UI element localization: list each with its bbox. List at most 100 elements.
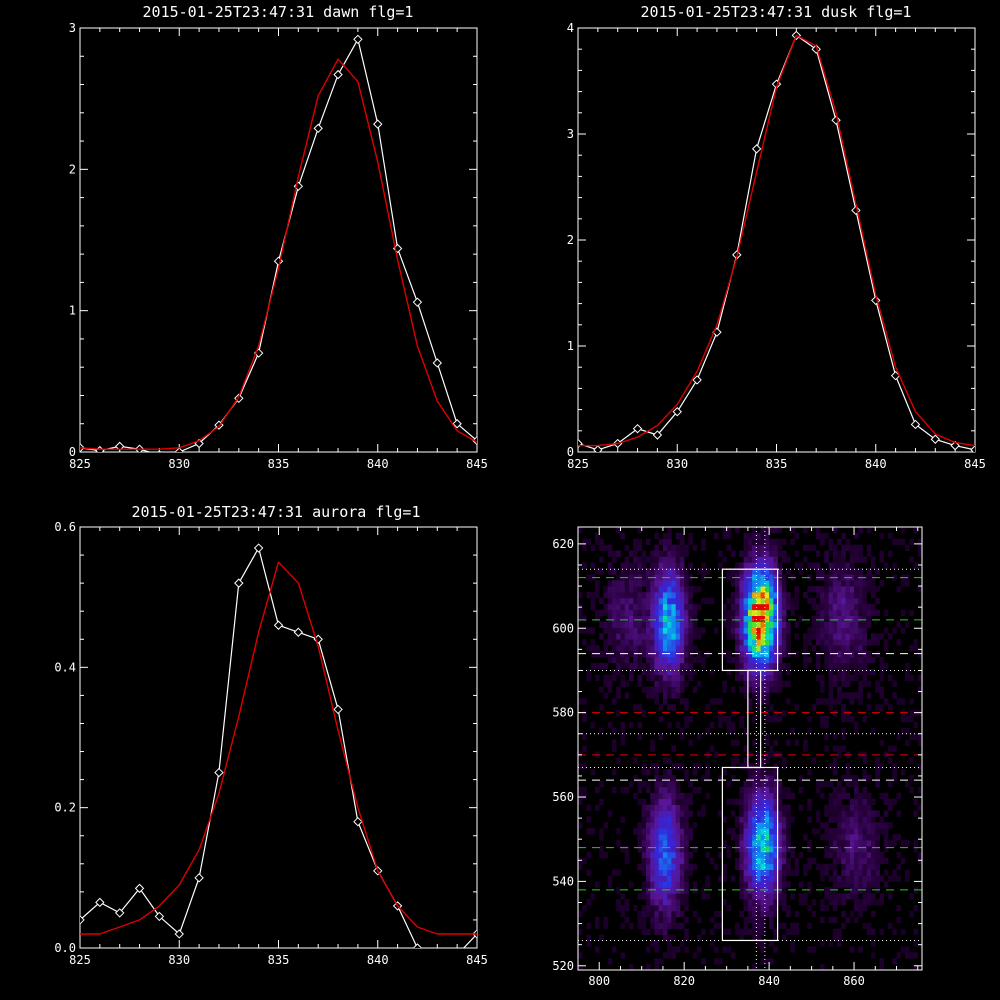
- heatmap-cell: [752, 662, 757, 670]
- heatmap-cell: [905, 727, 910, 735]
- heatmap-cell: [866, 810, 872, 817]
- heatmap-cell: [705, 893, 710, 900]
- heatmap-cell: [730, 834, 736, 841]
- heatmap-cell: [837, 597, 842, 605]
- heatmap-cell: [832, 633, 838, 640]
- heatmap-cell: [854, 674, 859, 681]
- heatmap-cell: [769, 775, 774, 782]
- panel-0-xtick-label: 830: [168, 457, 190, 471]
- heatmap-cell: [743, 550, 749, 557]
- heatmap-cell: [786, 662, 791, 670]
- heatmap-cell: [637, 627, 643, 634]
- heatmap-cell: [743, 822, 749, 829]
- heatmap-cell: [654, 887, 659, 894]
- heatmap-cell: [832, 621, 838, 628]
- heatmap-cell: [781, 627, 787, 634]
- heatmap-cell: [781, 934, 787, 941]
- heatmap-cell: [667, 562, 672, 569]
- heatmap-cell: [849, 893, 855, 900]
- heatmap-cell: [650, 674, 655, 681]
- heatmap-cell: [837, 686, 842, 693]
- heatmap-cell: [671, 857, 676, 865]
- heatmap-cell: [654, 686, 659, 693]
- heatmap-cell: [824, 851, 829, 859]
- heatmap-cell: [612, 609, 617, 616]
- heatmap-cell: [624, 597, 630, 605]
- heatmap-cell: [824, 863, 829, 870]
- heatmap-cell: [667, 786, 672, 794]
- heatmap-cell: [777, 550, 783, 557]
- heatmap-cell: [646, 905, 651, 912]
- heatmap-cell: [624, 692, 630, 699]
- heatmap-cell: [841, 597, 846, 605]
- heatmap-cell: [654, 615, 659, 622]
- heatmap-cell: [629, 964, 634, 970]
- heatmap-cell: [769, 580, 774, 587]
- heatmap-cell: [888, 704, 893, 711]
- heatmap-cell: [629, 881, 634, 888]
- heatmap-cell: [747, 621, 753, 628]
- heatmap-cell: [658, 633, 664, 640]
- heatmap-cell: [854, 597, 859, 605]
- heatmap-cell: [760, 674, 766, 681]
- heatmap-cell: [743, 603, 749, 611]
- heatmap-cell: [811, 828, 817, 835]
- heatmap-cell: [578, 527, 583, 534]
- heatmap-cell: [603, 680, 609, 687]
- heatmap-cell: [824, 550, 829, 557]
- heatmap-cell: [696, 633, 702, 640]
- heatmap-cell: [832, 851, 838, 859]
- heatmap-cell: [828, 592, 834, 599]
- heatmap-cell: [658, 645, 664, 652]
- heatmap-cell: [756, 662, 761, 670]
- heatmap-cell: [777, 568, 783, 575]
- heatmap-cell: [879, 822, 885, 829]
- heatmap-cell: [637, 893, 643, 900]
- heatmap-cell: [675, 881, 681, 888]
- heatmap-cell: [781, 609, 787, 616]
- heatmap-cell: [658, 568, 664, 575]
- heatmap-cell: [641, 905, 647, 912]
- heatmap-cell: [701, 810, 706, 817]
- panel-2-frame: [79, 526, 478, 949]
- heatmap-cell: [824, 828, 829, 835]
- heatmap-cell: [828, 609, 834, 616]
- heatmap-cell: [756, 893, 761, 900]
- heatmap-cell: [832, 893, 838, 900]
- heatmap-cell: [658, 840, 664, 847]
- heatmap-cell: [854, 574, 859, 581]
- heatmap-cell: [845, 651, 851, 658]
- heatmap-cell: [807, 846, 812, 853]
- panel-0-ytick-label: 1: [69, 304, 76, 318]
- heatmap-cell: [790, 922, 795, 929]
- heatmap-cell: [688, 674, 693, 681]
- heatmap-cell: [841, 662, 846, 670]
- heatmap-cell: [837, 692, 842, 699]
- heatmap-cell: [769, 556, 774, 563]
- heatmap-cell: [718, 958, 723, 965]
- data-point-diamond: [174, 447, 184, 452]
- heatmap-cell: [646, 615, 651, 622]
- data-point-diamond: [95, 897, 105, 908]
- heatmap-cell: [718, 550, 723, 557]
- heatmap-cell: [692, 544, 698, 551]
- heatmap-cell: [650, 869, 655, 876]
- heatmap-cell: [671, 763, 676, 770]
- heatmap-cell: [849, 662, 855, 670]
- heatmap-cell: [658, 869, 664, 876]
- heatmap-cell: [624, 662, 630, 670]
- heatmap-cell: [879, 816, 885, 823]
- heatmap-cell: [595, 674, 600, 681]
- heatmap-cell: [607, 592, 613, 599]
- heatmap-cell: [662, 580, 668, 587]
- heatmap-cell: [845, 621, 851, 628]
- heatmap-cell: [620, 905, 626, 912]
- heatmap-cell: [764, 586, 770, 593]
- heatmap-cell: [739, 550, 744, 557]
- heatmap-cell: [667, 532, 672, 540]
- heatmap-cell: [582, 698, 587, 705]
- heatmap-cell: [709, 916, 715, 924]
- heatmap-cell: [671, 662, 676, 670]
- heatmap-cell: [866, 651, 872, 658]
- heatmap-cell: [854, 857, 859, 865]
